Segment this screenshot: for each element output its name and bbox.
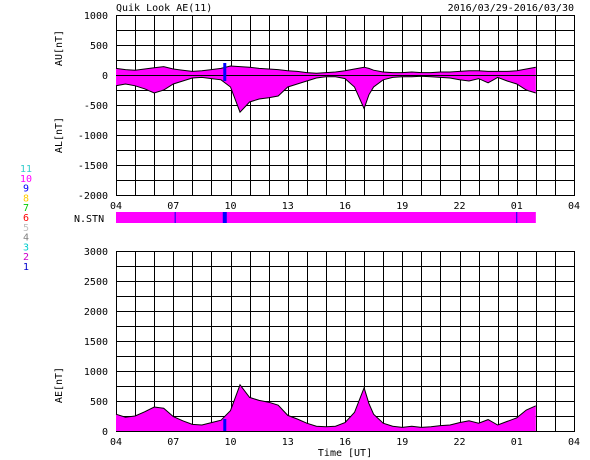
ae-line-series-1: [115, 383, 537, 428]
ae-series: [115, 383, 537, 431]
chart-title: Quik Look AE(11): [116, 3, 212, 14]
station-legend-item: 5: [23, 223, 29, 234]
au-al-series: [115, 63, 574, 114]
station-legend-item: 4: [23, 233, 29, 244]
ae-area-series-1: [116, 384, 536, 431]
au-axis-label: AU[nT]: [54, 30, 65, 66]
au-al-x-tick-label: 04: [568, 201, 580, 212]
nstn-marker: [222, 212, 227, 223]
nstn-fill-bar: [116, 212, 536, 223]
ae-y-tick-label: 1500: [84, 337, 108, 348]
date-range: 2016/03/29-2016/03/30: [448, 3, 574, 14]
ae-x-tick-labels: 04 07 10 13 16 19 22 01 04: [110, 437, 580, 448]
au-al-x-tick-label: 01: [511, 201, 523, 212]
ae-x-tick-label: 10: [224, 437, 236, 448]
station-legend-item: 2: [23, 252, 29, 263]
ae-axis-label: AE[nT]: [54, 367, 65, 403]
au-al-y-tick-label: -1500: [78, 161, 108, 172]
au-al-x-tick-label: 10: [224, 201, 236, 212]
ae-x-tick-label: 04: [568, 437, 580, 448]
au-al-x-tick-labels: 04 07 10 13 16 19 22 01 04: [110, 201, 580, 212]
au-al-line-series-1: [115, 65, 536, 74]
ae-frame: [116, 251, 575, 432]
ae-x-tick-label: 22: [453, 437, 465, 448]
au-al-y-tick-label: -500: [84, 101, 108, 112]
au-al-x-tick-label: 22: [453, 201, 465, 212]
station-legend-item: 1: [23, 262, 29, 273]
ae-y-tick-label: 1000: [84, 367, 108, 378]
ae-y-tick-label: 0: [102, 427, 108, 438]
station-legend-item: 8: [23, 193, 29, 204]
ae-y-tick-label: 2500: [84, 277, 108, 288]
station-legend-item: 7: [23, 203, 29, 214]
au-al-area-series-2: [116, 75, 536, 113]
ae-x-tick-label: 07: [167, 437, 179, 448]
ae-y-tick-label: 500: [90, 397, 108, 408]
au-al-y-tick-label: 1000: [84, 11, 108, 22]
au-al-x-tick-label: 19: [396, 201, 408, 212]
au-al-y-tick-labels: 1000 500 0 -500 -1000 -1500 -2000: [78, 11, 108, 202]
au-al-y-tick-label: 500: [90, 41, 108, 52]
au-al-grid: [116, 15, 575, 196]
ae-y-tick-labels: 3000 2500 2000 1500 1000 500 0: [84, 247, 108, 438]
nstn-label: N.STN: [74, 214, 104, 225]
nstn-marker: [516, 212, 518, 223]
au-al-line-series-2: [115, 75, 536, 114]
station-count-bar: N.STN: [74, 212, 536, 225]
ae-x-tick-label: 01: [511, 437, 523, 448]
au-al-y-tick-label: -1000: [78, 131, 108, 142]
au-al-station-marker: [223, 63, 227, 81]
ae-x-tick-label: 16: [339, 437, 351, 448]
station-legend-item: 9: [23, 184, 29, 195]
x-axis-title: Time [UT]: [318, 448, 372, 459]
ae-y-tick-label: 3000: [84, 247, 108, 258]
station-legend-item: 3: [23, 242, 29, 253]
nstn-marker: [174, 212, 176, 223]
au-al-x-tick-label: 07: [167, 201, 179, 212]
ae-x-tick-label: 04: [110, 437, 122, 448]
au-al-y-tick-label: 0: [102, 71, 108, 82]
station-legend-item: 6: [23, 213, 29, 224]
al-axis-label: AL[nT]: [54, 117, 65, 153]
au-al-x-tick-label: 16: [339, 201, 351, 212]
ae-y-tick-label: 2000: [84, 307, 108, 318]
au-al-y-tick-label: -2000: [78, 191, 108, 202]
au-al-panel: 1000 500 0 -500 -1000 -1500 -2000 04 07 10 13 16 19…: [54, 11, 580, 212]
au-al-x-tick-label: 13: [282, 201, 294, 212]
au-al-frame: [116, 15, 575, 196]
ae-grid: [116, 251, 575, 432]
ae-station-marker: [223, 419, 227, 431]
ae-x-tick-label: 19: [396, 437, 408, 448]
au-al-x-tick-label: 04: [110, 201, 122, 212]
station-legend-item: 11: [20, 164, 32, 175]
station-legend-item: 10: [20, 174, 32, 185]
ae-x-tick-label: 13: [282, 437, 294, 448]
